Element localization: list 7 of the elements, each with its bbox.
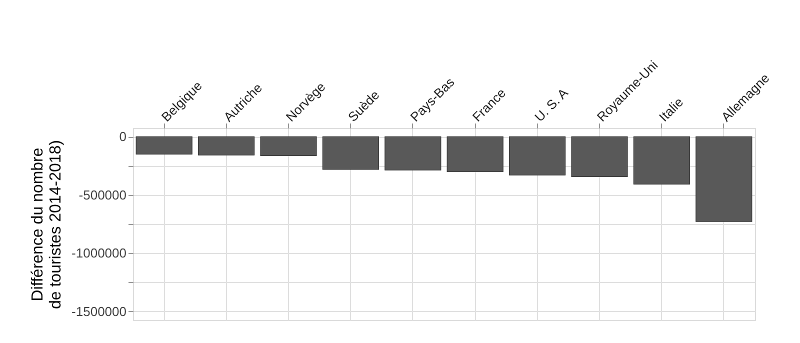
x-tick-label: Italie [656, 94, 686, 124]
y-tick-label: -1500000 [72, 304, 126, 319]
y-tick-label: -1000000 [72, 246, 126, 261]
x-tick-label: U. S. A [532, 85, 572, 124]
y-tick-label: 0 [119, 129, 126, 144]
y-axis-title: Différence du nombre de touristes 2014-2018) [30, 140, 65, 309]
y-tick-label: -500000 [78, 187, 126, 202]
